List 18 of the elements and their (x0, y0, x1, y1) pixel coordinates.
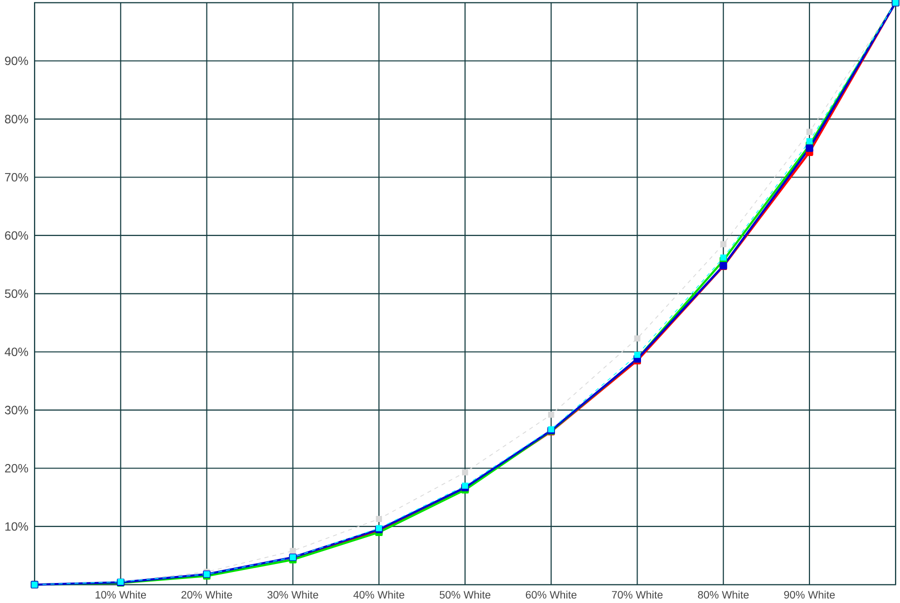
x-tick-label: 30% White (267, 590, 318, 599)
y-tick-label: 30% (4, 406, 28, 414)
y-tick-label: 50% (4, 289, 28, 298)
y-tick-label: 60% (5, 231, 28, 240)
y-tick-label: 10% (5, 522, 28, 531)
x-tick-label: 60% White (526, 590, 576, 599)
x-tick-label: 50% White (440, 590, 490, 599)
y-tick-label: 90% (5, 56, 28, 66)
y-tick-label: 80% (4, 114, 28, 124)
x-tick-label: 10% White (96, 590, 146, 599)
x-tick-label: 80% White (698, 590, 749, 599)
x-tick-label: 90% White (784, 590, 835, 599)
y-tick-label: 40% (4, 348, 28, 356)
x-tick-label: 20% White (181, 590, 232, 599)
y-tick-label: 20% (5, 464, 28, 473)
x-tick-label: 70% White (612, 590, 663, 599)
y-tick-label: 70% (5, 173, 28, 182)
x-tick-label: 40% White (353, 590, 404, 599)
